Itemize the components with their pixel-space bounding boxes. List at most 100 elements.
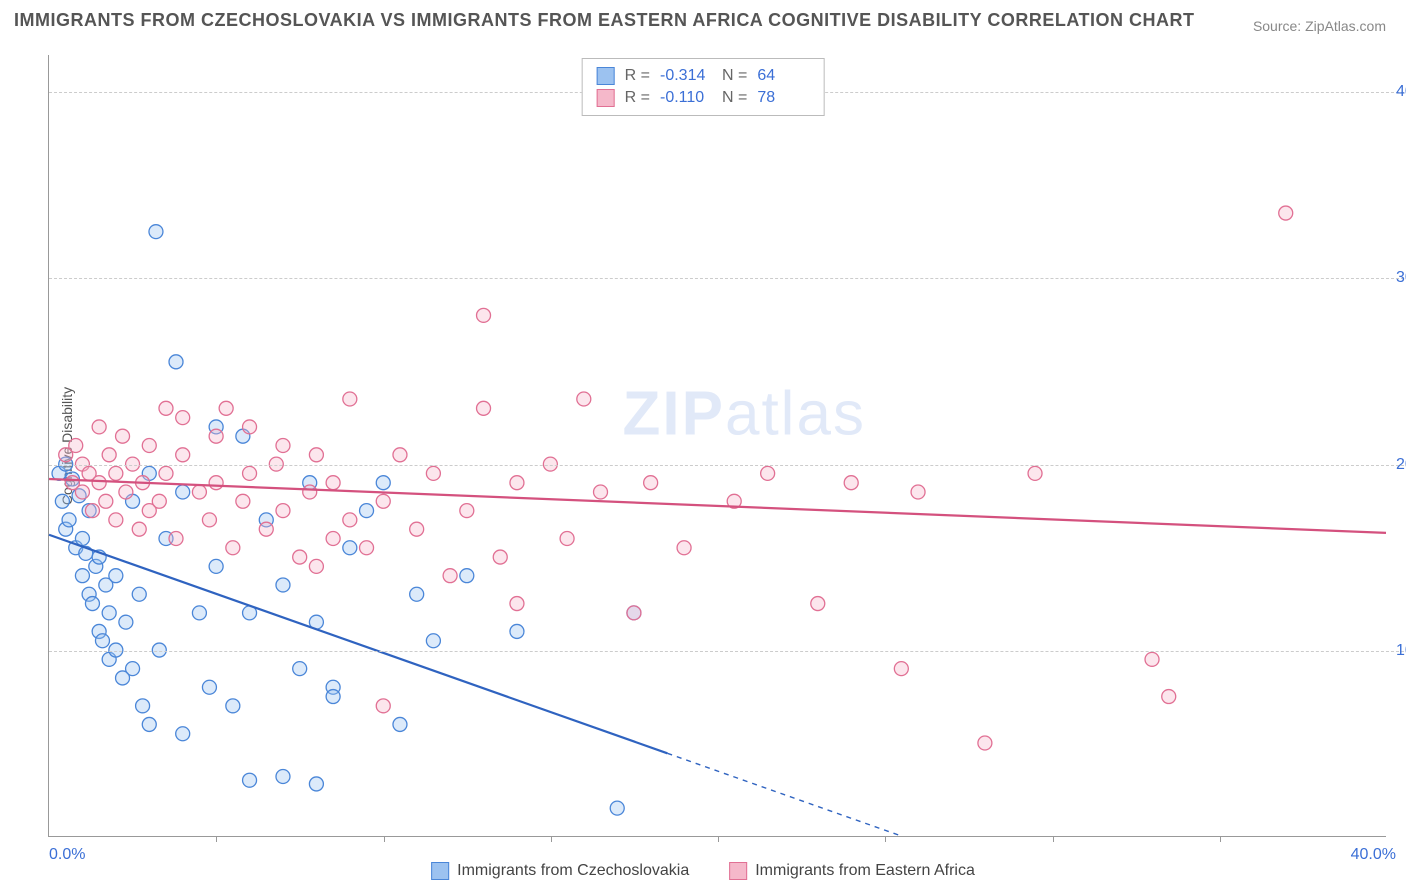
data-point [202,680,216,694]
data-point [309,777,323,791]
x-tick-mark [384,836,385,842]
plot-area: ZIPatlas 10.0%20.0%30.0%40.0%0.0%40.0% [48,55,1386,837]
n-value-1: 78 [757,89,809,107]
data-point [510,624,524,638]
data-point [1162,690,1176,704]
data-point [360,541,374,555]
legend-swatch-1 [729,862,747,880]
data-point [309,559,323,573]
data-point [303,485,317,499]
data-point [116,429,130,443]
x-tick-mark [885,836,886,842]
data-point [594,485,608,499]
data-point [276,439,290,453]
data-point [236,494,250,508]
x-tick-mark [551,836,552,842]
data-point [75,531,89,545]
data-point [326,476,340,490]
data-point [376,476,390,490]
data-point [627,606,641,620]
swatch-series-0 [597,67,615,85]
data-point [209,429,223,443]
data-point [226,541,240,555]
data-point [326,531,340,545]
data-point [219,401,233,415]
y-tick-label: 40.0% [1396,83,1406,101]
data-point [92,476,106,490]
data-point [493,550,507,564]
data-point [192,485,206,499]
data-point [360,504,374,518]
data-point [176,485,190,499]
r-value-1: -0.110 [660,89,712,107]
data-point [293,662,307,676]
trend-line-extrapolated [667,753,901,836]
data-point [136,699,150,713]
data-point [126,662,140,676]
stats-row-series-1: R = -0.110 N = 78 [597,87,810,109]
data-point [677,541,691,555]
data-point [119,615,133,629]
data-point [192,606,206,620]
x-tick-label-max: 40.0% [1351,846,1396,864]
data-point [159,401,173,415]
y-tick-label: 10.0% [1396,642,1406,660]
data-point [209,559,223,573]
gridline [49,651,1404,652]
data-point [85,597,99,611]
data-point [560,531,574,545]
data-point [510,476,524,490]
data-point [176,727,190,741]
data-point [132,522,146,536]
data-point [443,569,457,583]
data-point [102,448,116,462]
data-point [376,494,390,508]
data-point [293,550,307,564]
data-point [326,690,340,704]
data-point [109,569,123,583]
x-tick-label-min: 0.0% [49,846,85,864]
chart-container: IMMIGRANTS FROM CZECHOSLOVAKIA VS IMMIGR… [0,0,1406,892]
data-point [109,466,123,480]
data-point [259,522,273,536]
r-label: R = [625,67,650,85]
data-point [226,699,240,713]
data-point [243,466,257,480]
legend-label-0: Immigrants from Czechoslovakia [457,862,689,880]
data-point [209,476,223,490]
gridline [49,465,1404,466]
data-point [62,513,76,527]
data-point [460,569,474,583]
x-tick-mark [718,836,719,842]
data-point [152,494,166,508]
data-point [644,476,658,490]
stats-row-series-0: R = -0.314 N = 64 [597,65,810,87]
trend-line [49,535,667,754]
data-point [132,587,146,601]
gridline [49,278,1404,279]
data-point [610,801,624,815]
data-point [176,411,190,425]
data-point [410,522,424,536]
data-point [978,736,992,750]
data-point [55,494,69,508]
r-value-0: -0.314 [660,67,712,85]
data-point [119,485,133,499]
trend-line [49,479,1386,533]
data-point [276,578,290,592]
data-point [844,476,858,490]
data-point [92,420,106,434]
data-point [761,466,775,480]
data-point [410,587,424,601]
data-point [426,466,440,480]
data-point [477,308,491,322]
n-label: N = [722,89,747,107]
data-point [276,770,290,784]
swatch-series-1 [597,89,615,107]
data-point [911,485,925,499]
data-point [276,504,290,518]
data-point [85,504,99,518]
x-tick-mark [1053,836,1054,842]
data-point [243,420,257,434]
data-point [460,504,474,518]
